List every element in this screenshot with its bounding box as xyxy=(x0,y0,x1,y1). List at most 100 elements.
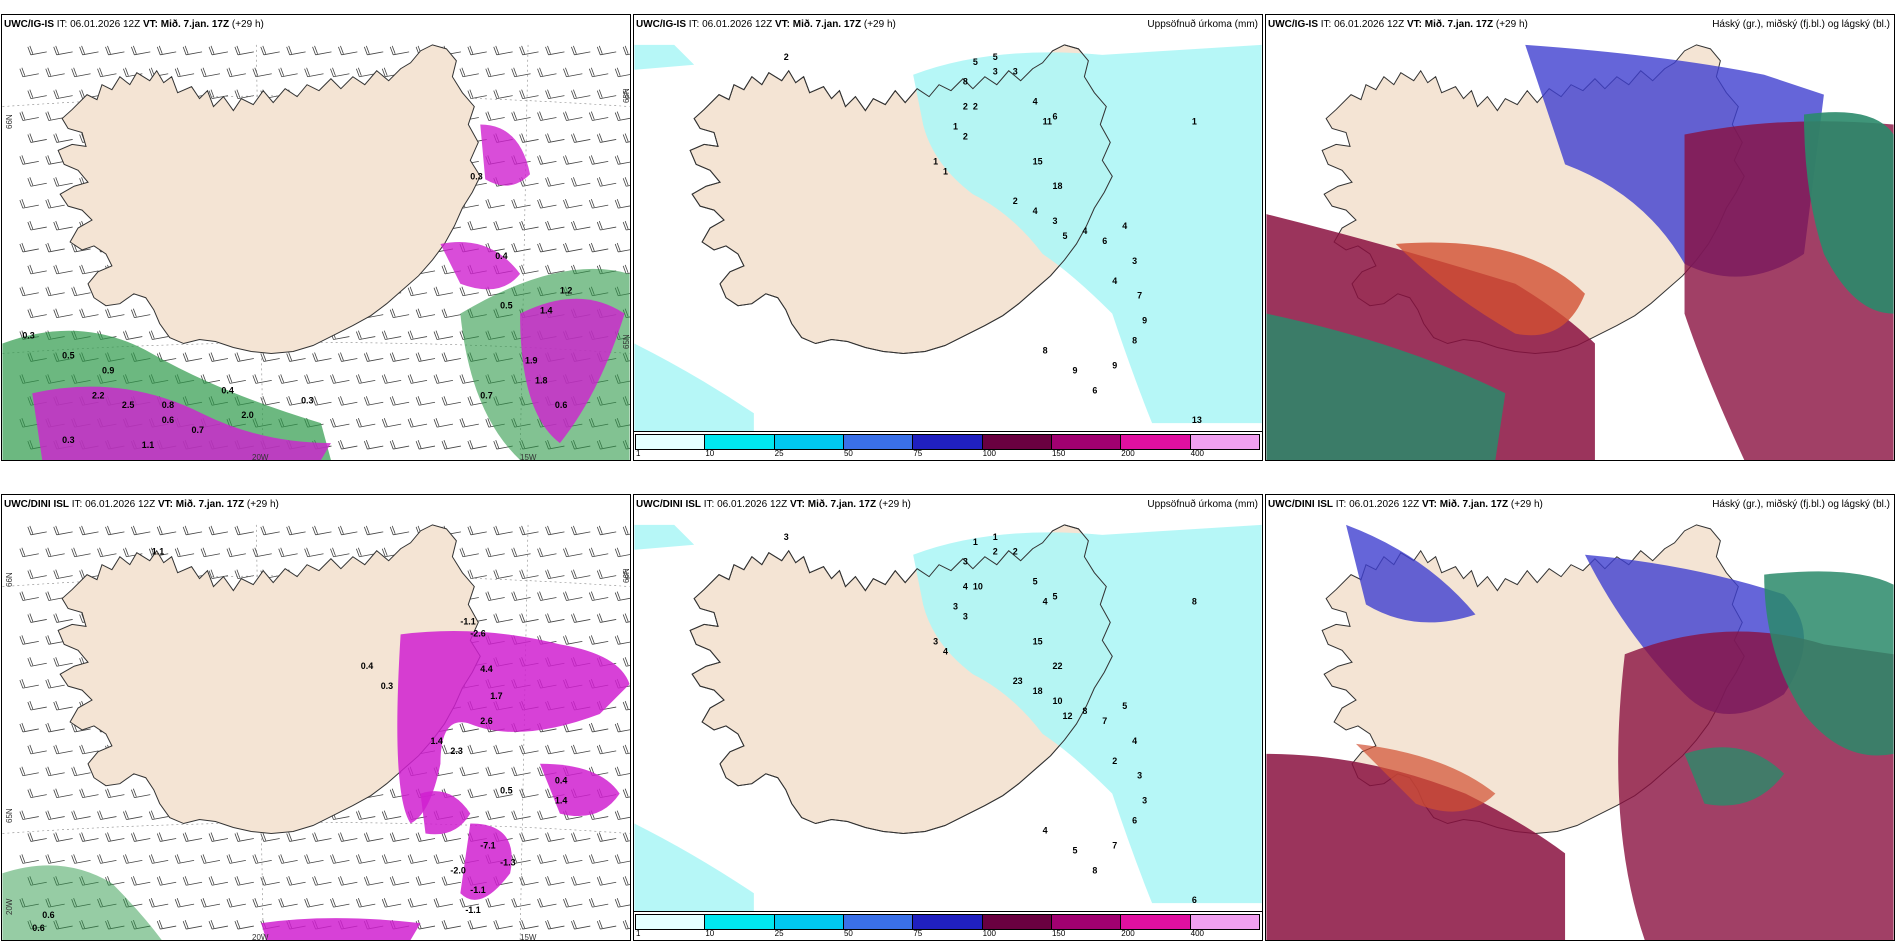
wind-barb xyxy=(389,308,410,319)
panel-field-label: Uppsöfnuð úrkoma (mm) xyxy=(1147,19,1258,30)
wind-barb xyxy=(200,898,221,908)
precip-value: 23 xyxy=(1013,676,1023,686)
wind-barb xyxy=(381,330,402,340)
wind-barb xyxy=(260,525,280,536)
wind-barb xyxy=(312,396,332,406)
wind-barb xyxy=(415,396,436,406)
wind-barb xyxy=(260,876,280,886)
temperature-label: 1.1 xyxy=(142,440,154,450)
low-cloud-region xyxy=(1266,753,1566,940)
temperature-label: 1.2 xyxy=(560,286,572,296)
wind-barb xyxy=(614,635,630,645)
wind-barb xyxy=(182,352,203,362)
magenta-region xyxy=(420,791,471,835)
precip-value: 4 xyxy=(1112,276,1117,286)
temperature-label: 0.3 xyxy=(470,171,482,181)
wind-barb xyxy=(407,330,428,340)
wind-barb xyxy=(148,898,169,908)
wind-barb xyxy=(614,199,630,209)
map-temp-row2: 1.1 -1.1 -2.6 0.4 0.3 4.4 1.7 2.6 1.4 2.3 -7.1 -1.3… xyxy=(2,524,630,940)
wind-barb xyxy=(355,374,376,384)
precip-area xyxy=(634,343,754,434)
temperature-label: 0.6 xyxy=(162,415,174,425)
wind-barb xyxy=(27,569,47,580)
wind-barb xyxy=(459,547,479,558)
precip-value: 1 xyxy=(973,537,978,547)
wind-barb xyxy=(493,525,513,536)
wind-barb xyxy=(415,439,436,450)
wind-barb xyxy=(433,286,454,297)
wind-barb xyxy=(27,133,47,143)
colorbar: 1 10 25 50 75 100 150 200 400 xyxy=(634,431,1262,460)
wind-barb xyxy=(537,591,557,601)
wind-barb xyxy=(286,352,306,362)
colorbar-swatch xyxy=(981,434,1052,450)
precip-value: 3 xyxy=(963,557,968,567)
wind-barb xyxy=(519,45,539,56)
panel-field-label: Uppsöfnuð úrkoma (mm) xyxy=(1147,499,1258,510)
wind-barb xyxy=(433,330,454,340)
wind-barb xyxy=(571,220,591,231)
iceland-landmass xyxy=(57,44,481,354)
colorbar-label: 75 xyxy=(913,449,923,458)
wind-barb xyxy=(252,898,272,908)
wind-barb xyxy=(182,45,203,56)
wind-barb xyxy=(596,177,617,187)
wind-barb xyxy=(596,613,617,623)
wind-barb xyxy=(622,177,630,187)
wind-barb xyxy=(148,330,169,340)
temperature-label: 1.4 xyxy=(555,796,567,806)
colorbar-swatch xyxy=(912,434,983,450)
wind-barb xyxy=(545,832,565,842)
wind-barb xyxy=(511,111,531,121)
wind-barb xyxy=(381,418,402,428)
wind-barb xyxy=(260,396,280,406)
precip-value: 6 xyxy=(1132,816,1137,826)
wind-barb xyxy=(571,876,591,886)
wind-barb xyxy=(53,832,73,842)
wind-barb xyxy=(596,89,617,100)
wind-barb xyxy=(330,898,350,908)
wind-barb xyxy=(278,547,298,558)
precip-value: 8 xyxy=(1132,336,1137,346)
wind-barb xyxy=(156,525,177,536)
precip-value: 2 xyxy=(963,131,968,141)
wind-barb xyxy=(511,242,531,253)
wind-barb xyxy=(441,352,461,362)
wind-barb xyxy=(441,876,461,886)
precip-value: 22 xyxy=(1053,661,1063,671)
wind-barb xyxy=(234,919,254,930)
wind-barb xyxy=(511,810,531,820)
precip-value: 11 xyxy=(1043,117,1052,127)
wind-barb xyxy=(441,396,461,406)
colorbar-label: 100 xyxy=(982,449,996,458)
temperature-label: 2.2 xyxy=(92,390,104,400)
wind-barb xyxy=(596,525,617,536)
precip-area xyxy=(913,44,1262,424)
wind-barb xyxy=(278,898,298,908)
wind-barb xyxy=(459,722,479,733)
wind-barb xyxy=(588,635,609,645)
precip-value: 8 xyxy=(1092,865,1097,875)
wind-barb xyxy=(389,525,410,536)
wind-barb xyxy=(622,700,630,711)
precip-value: 3 xyxy=(1132,256,1137,266)
precip-area xyxy=(634,44,695,70)
map-cloud-row1 xyxy=(1266,44,1894,460)
lat-label-2: 65N xyxy=(622,88,631,103)
wind-barb xyxy=(614,67,630,78)
wind-barb xyxy=(545,264,565,275)
wind-barb xyxy=(441,439,461,450)
colorbar-label: 75 xyxy=(913,929,923,938)
wind-barb xyxy=(174,67,195,78)
colorbar-swatch xyxy=(773,434,844,450)
wind-barb xyxy=(588,898,609,908)
wind-barb xyxy=(131,308,151,319)
iceland-outline xyxy=(689,44,1113,354)
wind-barb xyxy=(485,898,505,908)
wind-barb xyxy=(588,591,609,601)
wind-barb xyxy=(519,569,539,580)
wind-barb xyxy=(278,374,298,384)
wind-barb xyxy=(467,788,487,799)
